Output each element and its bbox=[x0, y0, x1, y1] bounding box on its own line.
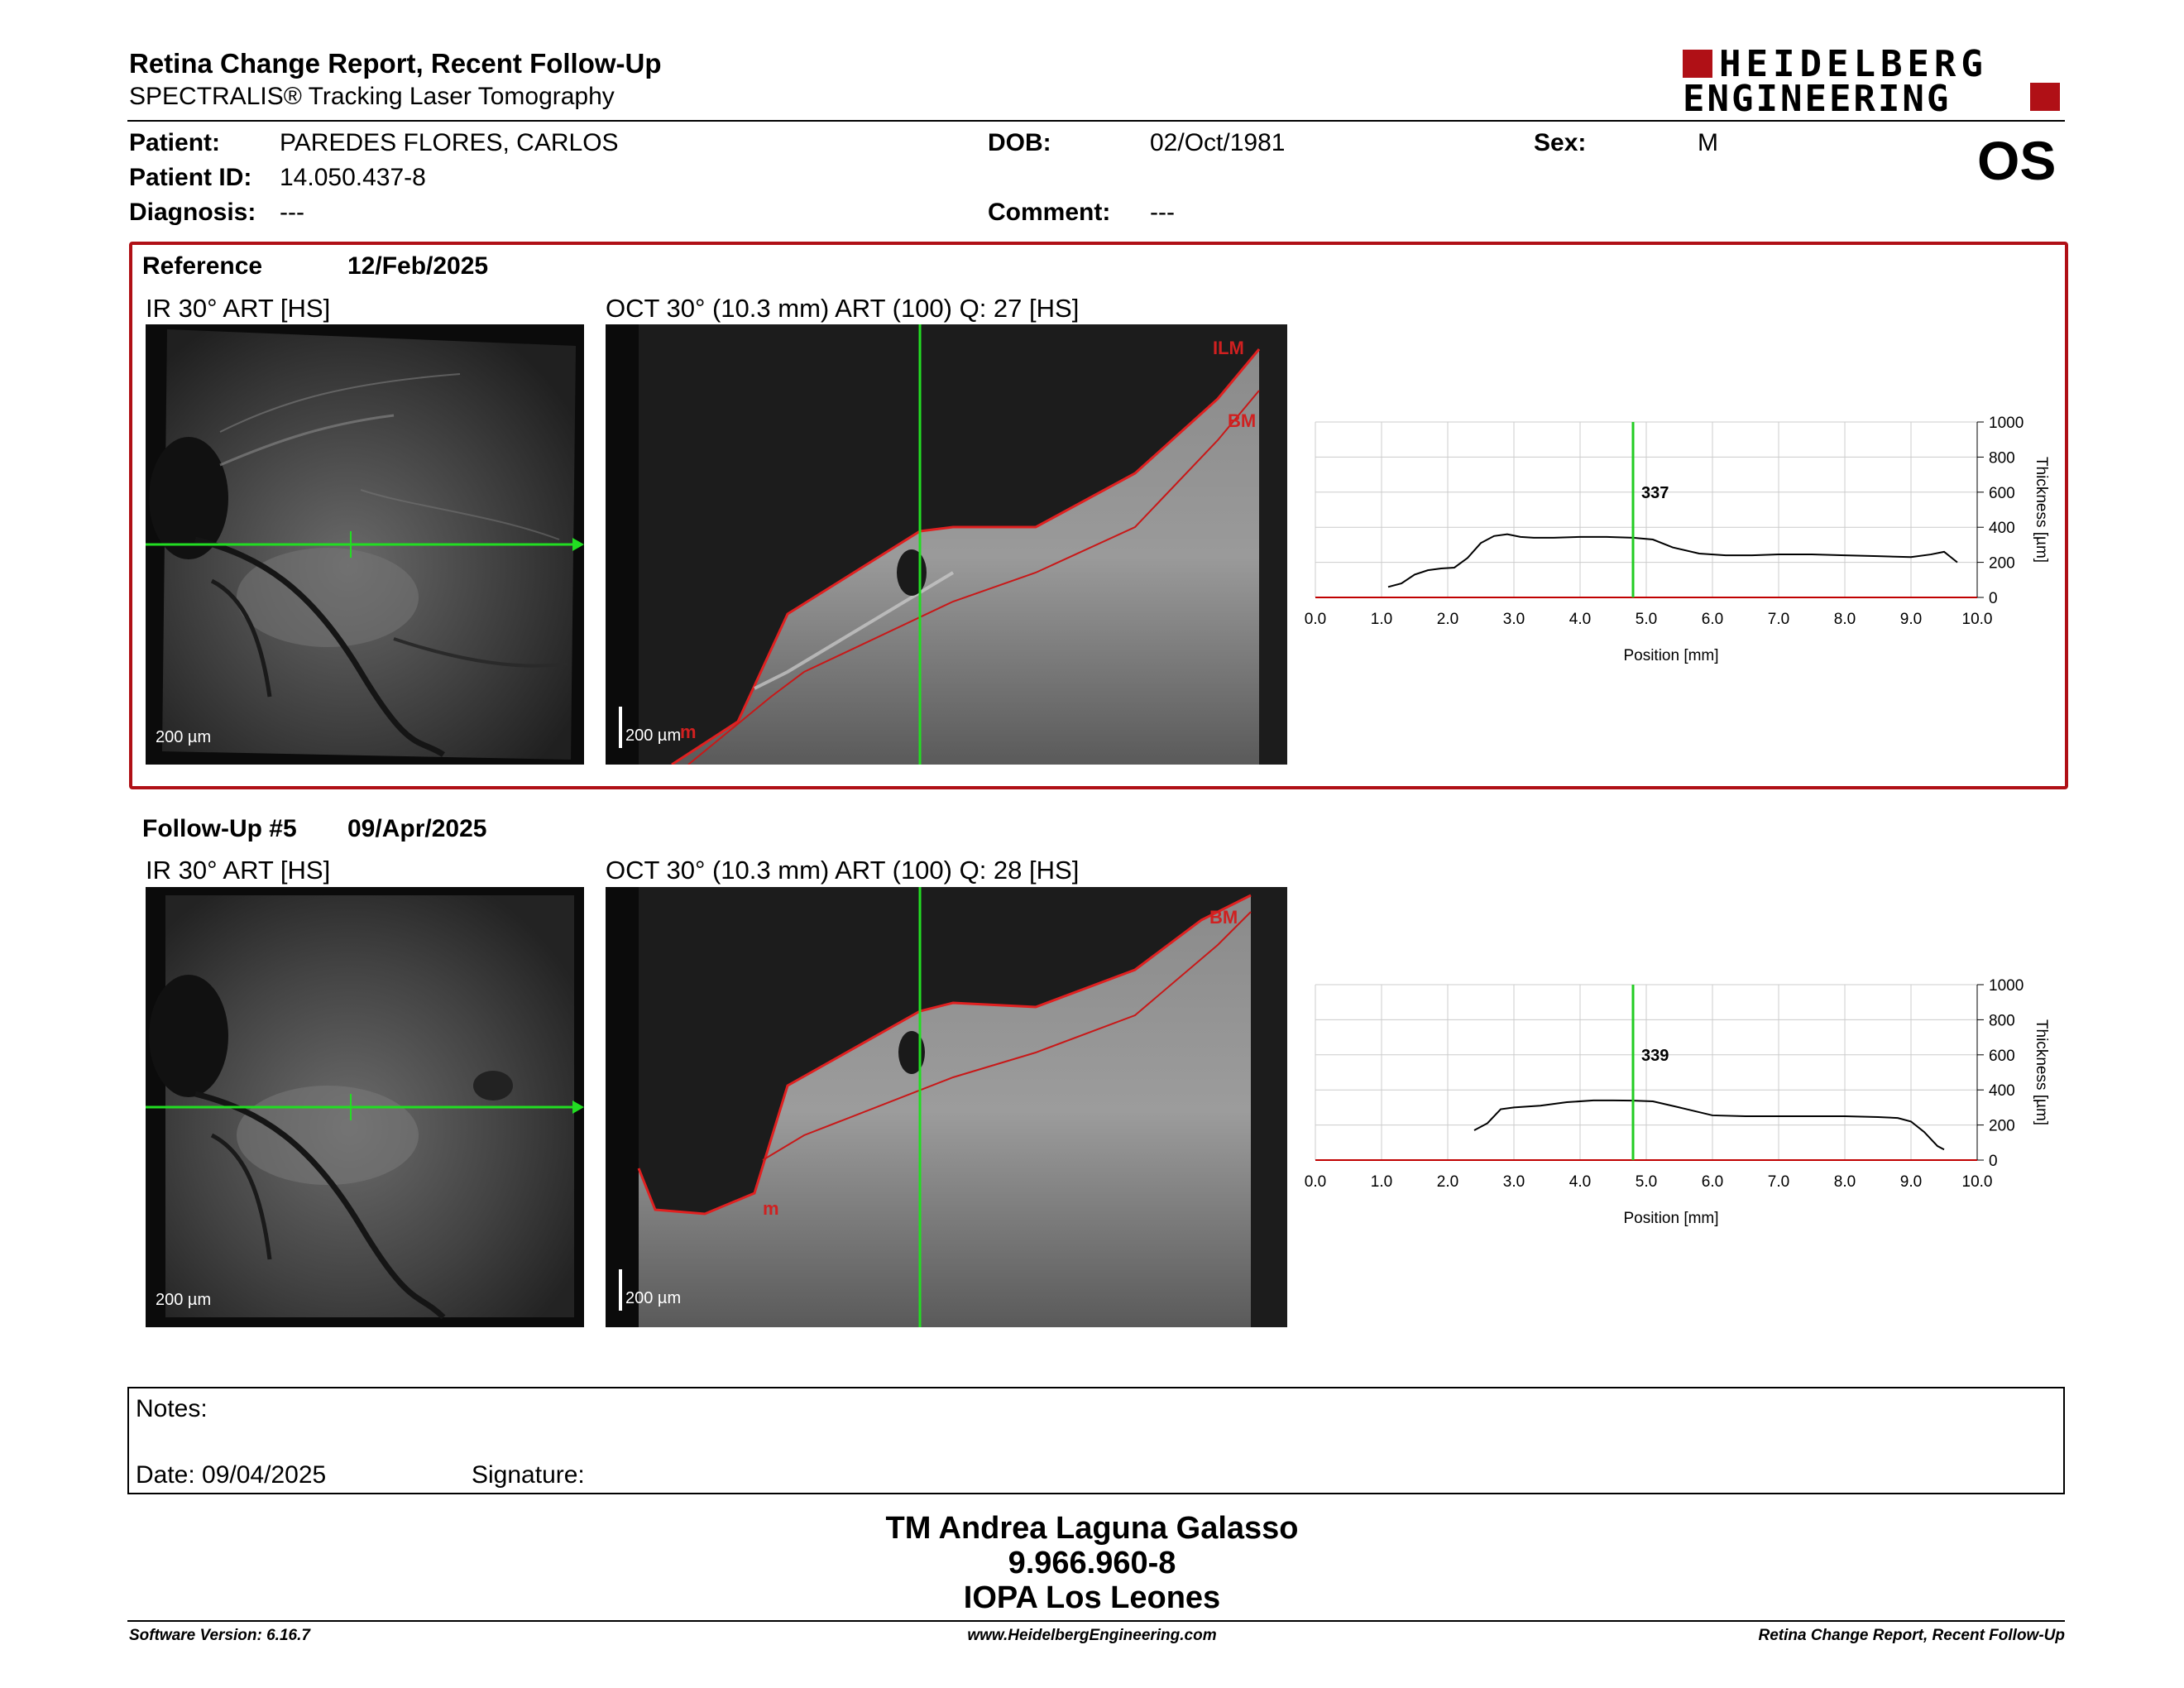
x-tick-label: 7.0 bbox=[1768, 611, 1789, 628]
x-tick-label: 10.0 bbox=[1962, 611, 1993, 628]
followup-date: 09/Apr/2025 bbox=[347, 815, 487, 842]
marker-value-label: 337 bbox=[1641, 484, 1669, 502]
patient-label: Patient: bbox=[129, 129, 221, 156]
y-tick-label: 800 bbox=[1989, 1012, 2015, 1029]
reference-ilm-label: ILM bbox=[1213, 338, 1244, 358]
followup-thickness-chart: 0.0 1.0 2.0 3.0 4.0 5.0 6.0 7.0 8.0 9.0 10.0 0 200 40… bbox=[1305, 977, 2050, 1227]
diagnosis-label: Diagnosis: bbox=[129, 199, 256, 226]
y-tick-label: 0 bbox=[1989, 590, 1998, 607]
reference-bm-label: BM bbox=[1228, 410, 1256, 431]
x-tick-label: 5.0 bbox=[1636, 611, 1657, 628]
software-version: Software Version: 6.16.7 bbox=[129, 1627, 310, 1644]
signatory-name: TM Andrea Laguna Galasso bbox=[885, 1511, 1299, 1546]
marker-value-label: 339 bbox=[1641, 1047, 1669, 1065]
diagnosis-value: --- bbox=[280, 199, 304, 226]
reference-oct-image: ILM BM m 200 µm bbox=[606, 324, 1287, 765]
comment-value: --- bbox=[1150, 199, 1175, 226]
comment-label: Comment: bbox=[988, 199, 1111, 226]
followup-bm-label: BM bbox=[1209, 907, 1238, 928]
reference-label: Reference bbox=[142, 252, 263, 280]
y-tick-label: 400 bbox=[1989, 520, 2015, 537]
y-tick-label: 600 bbox=[1989, 485, 2015, 502]
y-tick-label: 200 bbox=[1989, 555, 2015, 573]
signature-label: Signature: bbox=[472, 1461, 585, 1489]
heidelberg-logo: HEIDELBERG ENGINEERING bbox=[1683, 43, 2063, 120]
y-axis-label: Thickness [µm] bbox=[2033, 1019, 2050, 1125]
x-tick-label: 0.0 bbox=[1305, 611, 1326, 628]
logo-line1: HEIDELBERG bbox=[1719, 43, 1988, 85]
followup-ir-label: IR 30° ART [HS] bbox=[146, 856, 331, 885]
notes-box[interactable]: Notes: Date: 09/04/2025 Signature: bbox=[127, 1387, 2065, 1494]
reference-ir-image: 200 µm bbox=[146, 324, 584, 765]
followup-oct-image: BM m 200 µm bbox=[606, 887, 1287, 1327]
patient-id-label: Patient ID: bbox=[129, 164, 252, 191]
report-subtitle: SPECTRALIS® Tracking Laser Tomography bbox=[129, 83, 615, 110]
x-tick-label: 10.0 bbox=[1962, 1173, 1993, 1191]
x-tick-label: 0.0 bbox=[1305, 1173, 1326, 1191]
notes-label: Notes: bbox=[136, 1395, 208, 1422]
dob-value: 02/Oct/1981 bbox=[1150, 129, 1286, 156]
followup-ir-image: 200 µm bbox=[146, 887, 584, 1327]
followup-oct-scale: 200 µm bbox=[625, 1289, 682, 1307]
x-tick-label: 5.0 bbox=[1636, 1173, 1657, 1191]
thickness-series-line bbox=[1387, 533, 1958, 588]
followup-ir-scale: 200 µm bbox=[156, 1291, 212, 1309]
y-tick-label: 600 bbox=[1989, 1048, 2015, 1065]
y-tick-label: 400 bbox=[1989, 1082, 2015, 1100]
x-tick-label: 3.0 bbox=[1503, 611, 1525, 628]
y-tick-label: 0 bbox=[1989, 1153, 1998, 1170]
reference-oct-label: OCT 30° (10.3 mm) ART (100) Q: 27 [HS] bbox=[606, 294, 1080, 323]
reference-ir-scale: 200 µm bbox=[156, 728, 212, 746]
website-link[interactable]: www.HeidelbergEngineering.com bbox=[967, 1627, 1217, 1644]
followup-label: Follow-Up #5 bbox=[142, 815, 297, 842]
x-axis-label: Position [mm] bbox=[1623, 647, 1718, 664]
x-tick-label: 9.0 bbox=[1900, 1173, 1922, 1191]
x-tick-label: 6.0 bbox=[1702, 611, 1723, 628]
sex-value: M bbox=[1698, 129, 1718, 156]
followup-oct-label: OCT 30° (10.3 mm) ART (100) Q: 28 [HS] bbox=[606, 856, 1080, 885]
report-title: Retina Change Report, Recent Follow-Up bbox=[129, 48, 662, 79]
eye-indicator: OS bbox=[1977, 130, 2057, 191]
x-axis-label: Position [mm] bbox=[1623, 1210, 1718, 1227]
x-tick-label: 7.0 bbox=[1768, 1173, 1789, 1191]
reference-frame bbox=[129, 242, 2068, 789]
patient-id: 14.050.437-8 bbox=[280, 164, 426, 191]
x-tick-label: 8.0 bbox=[1834, 611, 1856, 628]
y-tick-label: 800 bbox=[1989, 449, 2015, 467]
y-tick-label: 1000 bbox=[1989, 415, 2024, 432]
notes-date: Date: 09/04/2025 bbox=[136, 1461, 327, 1489]
reference-thickness-chart: 0.0 1.0 2.0 3.0 4.0 5.0 6.0 7.0 8.0 9.0 10.0 0 200 40… bbox=[1305, 415, 2050, 664]
x-tick-label: 9.0 bbox=[1900, 611, 1922, 628]
y-axis-label: Thickness [µm] bbox=[2033, 457, 2050, 563]
signatory-institution: IOPA Los Leones bbox=[963, 1580, 1221, 1615]
x-tick-label: 2.0 bbox=[1437, 611, 1458, 628]
y-tick-label: 200 bbox=[1989, 1118, 2015, 1135]
x-tick-label: 6.0 bbox=[1702, 1173, 1723, 1191]
x-tick-label: 1.0 bbox=[1371, 611, 1392, 628]
x-tick-label: 8.0 bbox=[1834, 1173, 1856, 1191]
patient-name: PAREDES FLORES, CARLOS bbox=[280, 129, 619, 156]
x-tick-label: 4.0 bbox=[1569, 611, 1591, 628]
logo-line2: ENGINEERING bbox=[1683, 78, 1952, 120]
thickness-series-line bbox=[1473, 1099, 1945, 1151]
x-tick-label: 1.0 bbox=[1371, 1173, 1392, 1191]
followup-m-label: m bbox=[763, 1198, 779, 1219]
footer-report-name: Retina Change Report, Recent Follow-Up bbox=[1758, 1627, 2065, 1644]
reference-ir-label: IR 30° ART [HS] bbox=[146, 294, 331, 323]
x-tick-label: 4.0 bbox=[1569, 1173, 1591, 1191]
x-tick-label: 2.0 bbox=[1437, 1173, 1458, 1191]
dob-label: DOB: bbox=[988, 129, 1051, 156]
y-tick-label: 1000 bbox=[1989, 977, 2024, 995]
reference-date: 12/Feb/2025 bbox=[347, 252, 489, 280]
x-tick-label: 3.0 bbox=[1503, 1173, 1525, 1191]
signatory-id: 9.966.960-8 bbox=[1008, 1546, 1176, 1580]
sex-label: Sex: bbox=[1534, 129, 1587, 156]
reference-oct-scale: 200 µm bbox=[625, 727, 682, 745]
reference-m-label: m bbox=[680, 722, 697, 742]
